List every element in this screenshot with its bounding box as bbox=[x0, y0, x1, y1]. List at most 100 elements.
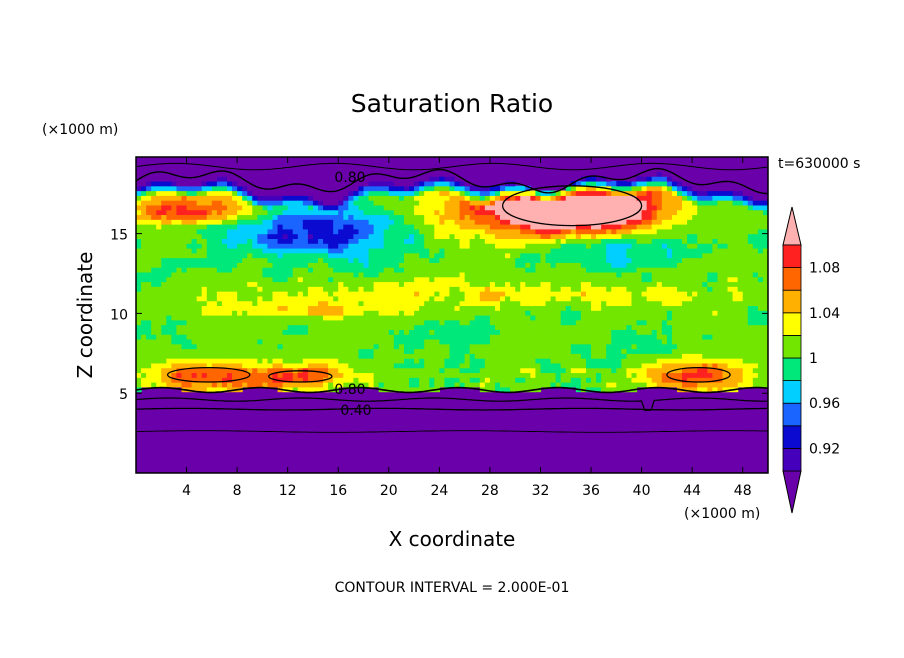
field-cell bbox=[237, 185, 243, 192]
field-cell bbox=[560, 291, 567, 297]
field-cell bbox=[221, 324, 228, 330]
field-cell bbox=[388, 224, 395, 230]
field-cell bbox=[206, 372, 213, 378]
field-cell bbox=[181, 353, 188, 359]
field-cell bbox=[606, 310, 612, 316]
field-cell bbox=[333, 305, 339, 311]
field-cell bbox=[409, 305, 415, 311]
field-cell bbox=[424, 358, 430, 364]
field-cell bbox=[646, 305, 653, 311]
field-cell bbox=[444, 310, 451, 316]
field-cell bbox=[232, 324, 238, 330]
field-cell bbox=[388, 348, 395, 354]
field-cell bbox=[575, 367, 582, 374]
field-cell bbox=[494, 185, 501, 192]
field-cell bbox=[661, 286, 668, 292]
field-cell bbox=[348, 195, 355, 201]
field-cell bbox=[591, 377, 597, 383]
field-cell bbox=[489, 252, 496, 259]
field-cell bbox=[403, 209, 410, 216]
field-cell bbox=[550, 257, 557, 263]
field-cell bbox=[651, 176, 658, 182]
field-cell bbox=[601, 362, 607, 369]
field-cell bbox=[651, 305, 658, 311]
field-cell bbox=[560, 267, 567, 273]
field-cell bbox=[682, 315, 688, 321]
field-cell bbox=[221, 243, 228, 249]
field-cell bbox=[151, 171, 157, 177]
field-cell bbox=[666, 252, 673, 259]
field-cell bbox=[550, 343, 557, 350]
field-cell bbox=[383, 300, 390, 307]
field-cell bbox=[585, 353, 592, 359]
field-cell bbox=[570, 190, 577, 196]
field-cell bbox=[682, 238, 688, 244]
field-cell bbox=[403, 315, 410, 321]
field-cell bbox=[318, 267, 324, 273]
field-cell bbox=[636, 276, 643, 283]
field-cell bbox=[687, 219, 693, 225]
field-cell bbox=[429, 185, 435, 192]
field-cell bbox=[520, 252, 526, 259]
field-cell bbox=[505, 209, 511, 216]
field-cell bbox=[211, 219, 218, 225]
field-cell bbox=[307, 362, 314, 369]
field-cell bbox=[186, 243, 193, 249]
field-cell bbox=[262, 334, 269, 340]
field-cell bbox=[661, 228, 668, 235]
field-cell bbox=[424, 214, 430, 220]
field-cell bbox=[323, 252, 329, 259]
field-cell bbox=[545, 262, 552, 268]
field-cell bbox=[444, 200, 451, 206]
field-cell bbox=[611, 200, 617, 206]
field-cell bbox=[631, 286, 638, 292]
field-cell bbox=[641, 214, 648, 220]
field-cell bbox=[343, 276, 349, 283]
field-cell bbox=[343, 348, 349, 354]
field-cell bbox=[656, 262, 663, 268]
field-cell bbox=[591, 233, 597, 239]
field-cell bbox=[242, 377, 248, 383]
field-cell bbox=[545, 243, 552, 249]
field-cell bbox=[676, 329, 683, 335]
field-cell bbox=[671, 362, 678, 369]
field-cell bbox=[505, 362, 511, 369]
field-cell bbox=[550, 224, 557, 230]
field-cell bbox=[292, 247, 299, 254]
field-cell bbox=[429, 382, 435, 388]
field-cell bbox=[333, 219, 339, 225]
field-cell bbox=[520, 185, 526, 192]
field-cell bbox=[429, 171, 435, 177]
field-cell bbox=[328, 200, 334, 206]
field-cell bbox=[312, 214, 319, 220]
y-axis-label: Z coordinate bbox=[73, 252, 97, 379]
field-cell bbox=[363, 228, 370, 235]
field-cell bbox=[489, 329, 496, 335]
field-cell bbox=[358, 338, 365, 345]
field-cell bbox=[156, 382, 162, 388]
field-cell bbox=[363, 295, 370, 302]
field-cell bbox=[575, 305, 582, 311]
field-cell bbox=[358, 243, 365, 249]
field-cell bbox=[671, 315, 678, 321]
field-cell bbox=[211, 367, 218, 374]
field-cell bbox=[530, 238, 537, 244]
field-cell bbox=[540, 200, 547, 206]
field-cell bbox=[434, 171, 440, 177]
field-cell bbox=[454, 228, 461, 235]
field-cell bbox=[403, 319, 410, 326]
field-cell bbox=[676, 190, 683, 196]
field-cell bbox=[449, 281, 456, 287]
field-cell bbox=[171, 176, 178, 182]
field-cell bbox=[166, 276, 172, 283]
field-cell bbox=[191, 185, 198, 192]
field-cell bbox=[353, 338, 360, 345]
field-cell bbox=[272, 295, 279, 302]
field-cell bbox=[307, 224, 314, 230]
field-cell bbox=[570, 195, 577, 201]
field-cell bbox=[398, 300, 405, 307]
field-cell bbox=[393, 291, 400, 297]
field-cell bbox=[611, 262, 617, 268]
field-cell bbox=[358, 200, 365, 206]
field-cell bbox=[318, 324, 324, 330]
